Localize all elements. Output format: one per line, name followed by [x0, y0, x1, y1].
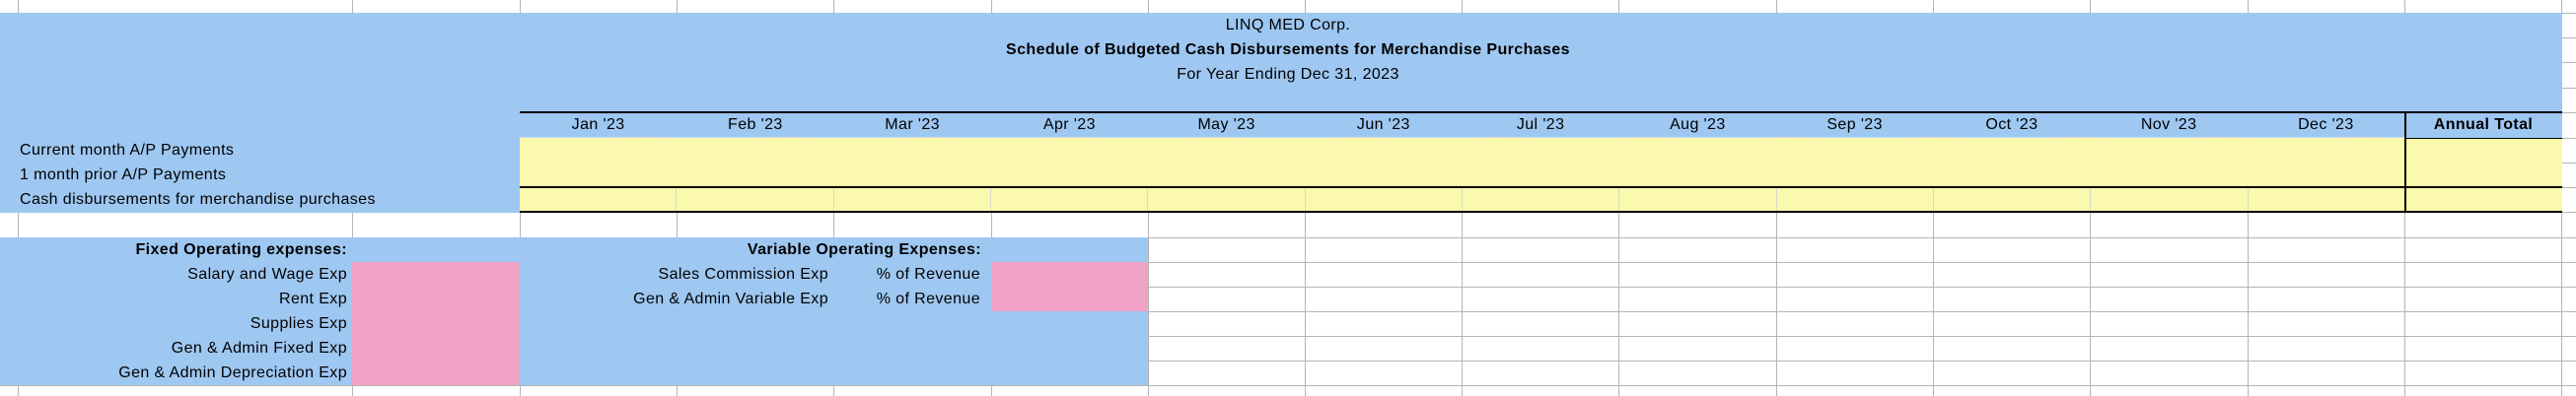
- table-middle-border: [520, 186, 2562, 188]
- cell-separator: [520, 137, 2404, 138]
- grid-line-horizontal: [0, 385, 2576, 386]
- month-cell-separator: [1775, 187, 1933, 212]
- month-header: Feb '23: [728, 116, 783, 133]
- cell-separators-row: [520, 187, 2404, 212]
- row-label-fixed-expense: Rent Exp: [278, 291, 347, 307]
- month-header: Jun '23: [1356, 116, 1410, 133]
- month-cell-separator: [520, 187, 676, 212]
- month-header: Dec '23: [2298, 116, 2354, 133]
- month-header: May '23: [1197, 116, 1255, 133]
- row-label-variable-expense: Gen & Admin Variable Exp: [633, 291, 828, 307]
- row-label-fixed-expense: Salary and Wage Exp: [187, 266, 347, 283]
- table-top-border: [520, 111, 2562, 113]
- basis-label-percent-of-revenue: % of Revenue: [876, 291, 980, 307]
- month-cell-separator: [676, 187, 832, 212]
- cash-disbursements-input-range[interactable]: [520, 187, 2562, 212]
- grid-line-horizontal: [0, 287, 2576, 288]
- variable-expenses-input-range[interactable]: [991, 262, 1148, 311]
- row-label-fixed-expense: Supplies Exp: [250, 315, 347, 332]
- grid-line-horizontal: [0, 237, 2576, 238]
- grid-line-horizontal: [0, 361, 2576, 362]
- grid-line-horizontal: [0, 262, 2576, 263]
- row-label-fixed-expense: Gen & Admin Depreciation Exp: [118, 364, 347, 381]
- month-cell-separator: [2247, 187, 2404, 212]
- annual-total-left-border: [2404, 111, 2406, 213]
- row-label-variable-expense: Sales Commission Exp: [658, 266, 828, 283]
- schedule-title: Schedule of Budgeted Cash Disbursements …: [1006, 41, 1570, 58]
- table-bottom-border: [520, 211, 2562, 213]
- annual-total-underline-border: [2404, 137, 2562, 139]
- grid-line-horizontal: [0, 311, 2576, 312]
- basis-label-percent-of-revenue: % of Revenue: [876, 266, 980, 283]
- grid-line-horizontal: [0, 336, 2576, 337]
- row-label-fixed-expense: Gen & Admin Fixed Exp: [171, 340, 347, 357]
- month-header: Sep '23: [1826, 116, 1883, 133]
- month-cell-separator: [1461, 187, 1618, 212]
- month-cell-separator: [1618, 187, 1775, 212]
- month-header: Jul '23: [1516, 116, 1565, 133]
- ap-payments-input-range[interactable]: [520, 138, 2562, 187]
- fixed-expenses-heading: Fixed Operating expenses:: [135, 241, 347, 258]
- variable-expenses-heading: Variable Operating Expenses:: [747, 241, 981, 258]
- month-header: Mar '23: [885, 116, 940, 133]
- month-cell-separator: [1304, 187, 1462, 212]
- month-cell-separator: [2090, 187, 2247, 212]
- period-title: For Year Ending Dec 31, 2023: [1177, 66, 1399, 83]
- annual-total-header: Annual Total: [2433, 116, 2534, 133]
- row-label-cash-disbursements: Cash disbursements for merchandise purch…: [20, 191, 376, 208]
- month-header: Apr '23: [1042, 116, 1096, 133]
- row-label-current-month-ap: Current month A/P Payments: [20, 142, 235, 159]
- fixed-expenses-input-range[interactable]: [352, 262, 520, 385]
- month-cell-separator: [1932, 187, 2090, 212]
- month-header-row: Jan '23 Feb '23 Mar '23 Apr '23 May '23 Jun '…: [520, 112, 2404, 138]
- month-header: Oct '23: [1985, 116, 2039, 133]
- row-label-one-month-prior-ap: 1 month prior A/P Payments: [20, 166, 227, 183]
- operating-expenses-region: [0, 237, 1148, 385]
- month-header: Jan '23: [571, 116, 625, 133]
- company-title: LINQ MED Corp.: [1225, 17, 1351, 33]
- month-cell-separator: [989, 187, 1147, 212]
- month-header: Nov '23: [2140, 116, 2197, 133]
- month-header: Aug '23: [1670, 116, 1726, 133]
- month-cell-separator: [832, 187, 990, 212]
- month-cell-separator: [1147, 187, 1304, 212]
